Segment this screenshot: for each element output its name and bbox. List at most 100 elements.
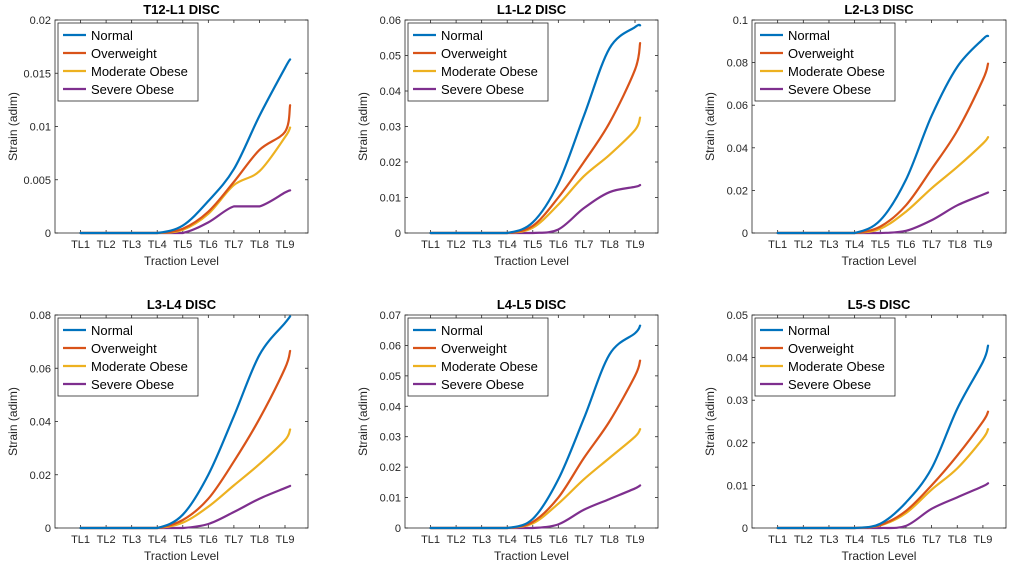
y-tick-label: 0.01 — [380, 193, 401, 205]
y-tick-label: 0.02 — [380, 157, 401, 169]
legend-label: Normal — [441, 28, 483, 43]
y-tick-label: 0.04 — [380, 86, 401, 98]
x-tick-label: TL3 — [472, 534, 491, 546]
x-tick-label: TL9 — [626, 239, 645, 251]
x-tick-label: TL8 — [948, 534, 967, 546]
y-tick-label: 0.08 — [727, 58, 748, 70]
x-tick-label: TL4 — [498, 534, 517, 546]
x-tick-label: TL1 — [768, 239, 787, 251]
x-axis-label: Traction Level — [144, 549, 219, 563]
x-tick-label: TL9 — [276, 239, 295, 251]
x-tick-label: TL8 — [250, 534, 269, 546]
y-axis-label: Strain (adim) — [356, 387, 370, 456]
y-tick-label: 0 — [45, 228, 51, 240]
x-tick-label: TL5 — [523, 534, 542, 546]
legend-label: Severe Obese — [441, 377, 524, 392]
x-tick-label: TL9 — [626, 534, 645, 546]
x-tick-label: TL1 — [421, 534, 440, 546]
x-tick-label: TL6 — [199, 534, 218, 546]
y-axis-label: Strain (adim) — [6, 92, 20, 161]
x-tick-label: TL4 — [498, 239, 517, 251]
y-tick-label: 0 — [45, 523, 51, 535]
legend-label: Moderate Obese — [788, 64, 885, 79]
legend: Normal Overweight Moderate Obese Severe Obe… — [57, 22, 199, 102]
y-tick-label: 0.01 — [380, 493, 401, 505]
x-tick-label: TL7 — [574, 239, 593, 251]
legend-label: Overweight — [441, 341, 507, 356]
x-tick-label: TL6 — [896, 534, 915, 546]
y-axis-label: Strain (adim) — [6, 387, 20, 456]
y-tick-label: 0.06 — [380, 340, 401, 352]
x-axis-label: Traction Level — [842, 254, 917, 268]
x-tick-label: TL2 — [794, 534, 813, 546]
y-tick-label: 0.04 — [380, 401, 401, 413]
legend: Normal Overweight Moderate Obese Severe Obe… — [407, 22, 549, 102]
x-tick-label: TL7 — [922, 534, 941, 546]
x-tick-label: TL6 — [199, 239, 218, 251]
x-tick-label: TL4 — [845, 239, 864, 251]
legend: Normal Overweight Moderate Obese Severe Obe… — [754, 317, 896, 397]
x-tick-label: TL3 — [819, 534, 838, 546]
x-tick-label: TL5 — [173, 534, 192, 546]
x-tick-label: TL2 — [447, 239, 466, 251]
series-line-normal — [79, 315, 292, 530]
x-tick-label: TL7 — [224, 239, 243, 251]
legend-label: Severe Obese — [441, 82, 524, 97]
chart-panel-6: L5-S DISC 0 0.01 0.02 0.03 0.04 0.05 TL1 TL2 TL3 T… — [703, 297, 1007, 563]
y-tick-label: 0.02 — [30, 15, 51, 27]
y-tick-label: 0.03 — [380, 432, 401, 444]
y-tick-label: 0 — [395, 228, 401, 240]
legend-label: Normal — [788, 323, 830, 338]
x-tick-label: TL4 — [148, 239, 167, 251]
x-tick-label: TL5 — [871, 239, 890, 251]
x-tick-label: TL7 — [574, 534, 593, 546]
y-tick-label: 0.07 — [380, 310, 401, 322]
chart-title: L2-L3 DISC — [844, 2, 914, 17]
x-tick-label: TL5 — [523, 239, 542, 251]
x-tick-label: TL6 — [549, 239, 568, 251]
x-tick-label: TL4 — [148, 534, 167, 546]
x-tick-label: TL2 — [97, 239, 116, 251]
x-tick-label: TL3 — [122, 534, 141, 546]
series-line-normal — [429, 324, 642, 530]
legend-label: Overweight — [441, 46, 507, 61]
y-tick-label: 0.02 — [380, 462, 401, 474]
chart-title: L4-L5 DISC — [497, 297, 567, 312]
legend-label: Severe Obese — [91, 82, 174, 97]
y-tick-label: 0.05 — [380, 51, 401, 63]
x-tick-label: TL8 — [250, 239, 269, 251]
y-tick-label: 0.03 — [380, 122, 401, 134]
y-tick-label: 0.06 — [727, 100, 748, 112]
chart-panel-2: L1-L2 DISC 0 0.01 0.02 0.03 0.04 0.05 0.06 TL1 TL… — [356, 2, 659, 268]
x-tick-label: TL5 — [871, 534, 890, 546]
x-tick-label: TL8 — [600, 534, 619, 546]
x-tick-label: TL9 — [276, 534, 295, 546]
x-tick-label: TL7 — [922, 239, 941, 251]
legend-label: Moderate Obese — [788, 359, 885, 374]
y-tick-label: 0.04 — [727, 143, 748, 155]
y-tick-label: 0.01 — [727, 480, 748, 492]
legend: Normal Overweight Moderate Obese Severe Obe… — [754, 22, 896, 102]
series-line-normal — [79, 58, 292, 235]
series-line-normal — [429, 23, 642, 235]
legend: Normal Overweight Moderate Obese Severe Obe… — [57, 317, 199, 397]
legend: Normal Overweight Moderate Obese Severe Obe… — [407, 317, 549, 397]
chart-panel-5: L4-L5 DISC 0 0.01 0.02 0.03 0.04 0.05 0.06 0.07 T… — [356, 297, 659, 563]
y-tick-label: 0 — [395, 523, 401, 535]
y-tick-label: 0.015 — [23, 68, 51, 80]
legend-label: Moderate Obese — [441, 359, 538, 374]
legend-label: Normal — [91, 28, 133, 43]
chart-title: L1-L2 DISC — [497, 2, 567, 17]
y-tick-label: 0.06 — [380, 15, 401, 27]
legend-label: Normal — [91, 323, 133, 338]
y-tick-label: 0.05 — [380, 371, 401, 383]
x-tick-label: TL9 — [973, 534, 992, 546]
y-axis-label: Strain (adim) — [703, 387, 717, 456]
legend-label: Overweight — [788, 341, 854, 356]
chart-panel-4: L3-L4 DISC 0 0.02 0.04 0.06 0.08 TL1 TL2 TL3 TL4 T… — [6, 297, 309, 563]
series-line-normal — [776, 344, 990, 530]
legend-label: Severe Obese — [788, 377, 871, 392]
x-tick-label: TL3 — [122, 239, 141, 251]
y-tick-label: 0.04 — [30, 417, 51, 429]
